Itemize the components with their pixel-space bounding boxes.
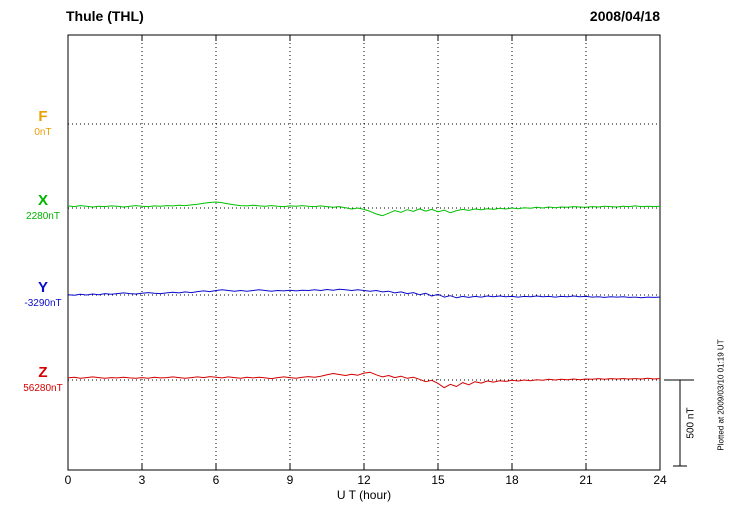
scale-bar-label: 500 nT bbox=[685, 407, 697, 439]
series-baseline-y: -3290nT bbox=[24, 298, 62, 309]
plot-date: 2008/04/18 bbox=[589, 8, 660, 24]
x-tick-label: 24 bbox=[653, 473, 667, 487]
trace-y bbox=[67, 288, 661, 299]
x-axis-label: U T (hour) bbox=[0, 488, 730, 502]
series-label-z: Z bbox=[38, 364, 48, 381]
x-tick-label: 3 bbox=[138, 473, 146, 487]
plot-border bbox=[67, 34, 661, 471]
x-axis-label-text: U T (hour) bbox=[336, 488, 392, 502]
x-tick-label: 9 bbox=[286, 473, 294, 487]
station-title: Thule (THL) bbox=[66, 8, 144, 24]
series-baseline-x: 2280nT bbox=[26, 211, 60, 222]
trace-z bbox=[67, 371, 661, 389]
trace-x bbox=[67, 201, 661, 217]
x-tick-label: 18 bbox=[505, 473, 519, 487]
x-tick-label: 21 bbox=[579, 473, 593, 487]
x-tick-label: 0 bbox=[64, 473, 72, 487]
x-tick-label: 12 bbox=[357, 473, 371, 487]
series-label-x: X bbox=[37, 192, 48, 209]
series-label-f: F bbox=[38, 108, 48, 125]
x-tick-label: 6 bbox=[212, 473, 220, 487]
plotted-at-note: Plotted at 2009/03/10 01:19 UT bbox=[716, 339, 726, 451]
series-baseline-f: 0nT bbox=[34, 127, 52, 138]
series-label-y: Y bbox=[37, 279, 48, 296]
x-tick-label: 15 bbox=[431, 473, 445, 487]
series-baseline-z: 56280nT bbox=[23, 383, 63, 394]
